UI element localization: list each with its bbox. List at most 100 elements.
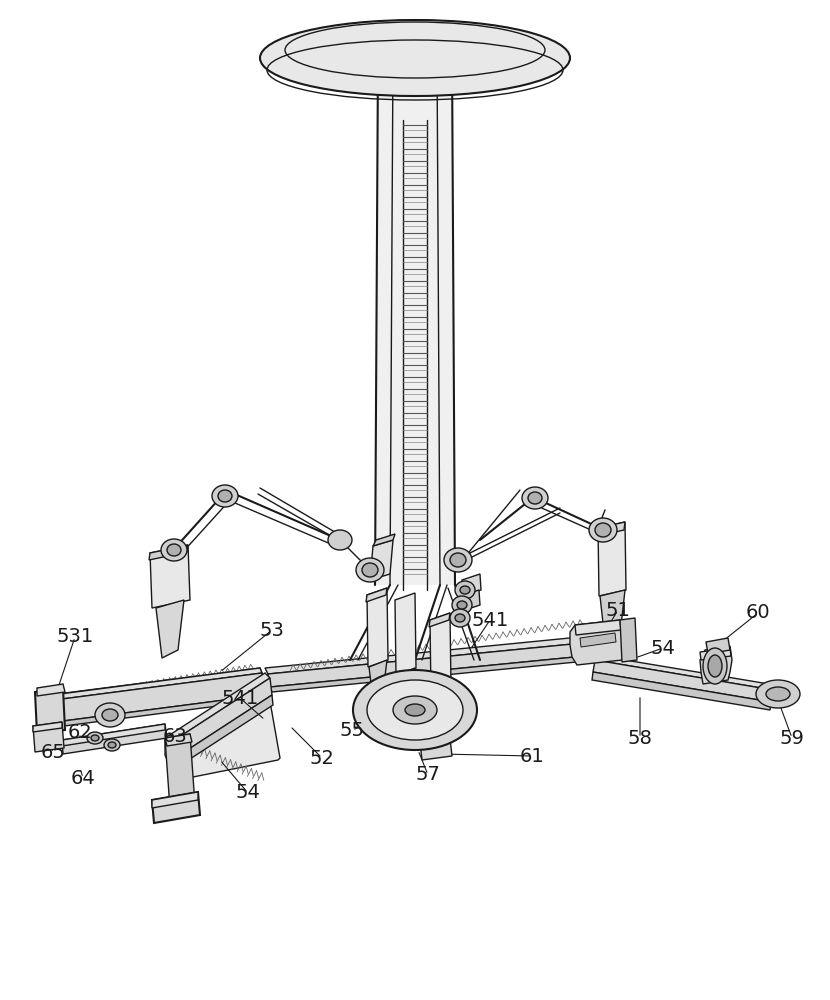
Polygon shape bbox=[58, 668, 265, 721]
Polygon shape bbox=[592, 672, 771, 710]
Polygon shape bbox=[400, 706, 430, 716]
Polygon shape bbox=[149, 545, 188, 560]
Polygon shape bbox=[165, 734, 192, 746]
Polygon shape bbox=[37, 684, 65, 696]
Polygon shape bbox=[165, 673, 280, 780]
Polygon shape bbox=[620, 618, 637, 662]
Polygon shape bbox=[461, 590, 480, 611]
Polygon shape bbox=[165, 734, 195, 809]
Ellipse shape bbox=[595, 523, 611, 537]
Text: 52: 52 bbox=[310, 748, 334, 768]
Polygon shape bbox=[370, 540, 393, 580]
Ellipse shape bbox=[212, 485, 238, 507]
Polygon shape bbox=[373, 534, 395, 546]
Polygon shape bbox=[165, 673, 270, 743]
Text: 55: 55 bbox=[339, 720, 364, 740]
Polygon shape bbox=[575, 620, 621, 635]
Polygon shape bbox=[580, 633, 616, 647]
Polygon shape bbox=[595, 655, 775, 690]
Text: 541: 541 bbox=[222, 688, 259, 708]
Polygon shape bbox=[462, 574, 481, 596]
Ellipse shape bbox=[362, 563, 378, 577]
Text: 531: 531 bbox=[56, 628, 94, 647]
Ellipse shape bbox=[104, 739, 120, 751]
Polygon shape bbox=[570, 620, 628, 665]
Polygon shape bbox=[62, 724, 165, 746]
Polygon shape bbox=[62, 724, 167, 754]
Polygon shape bbox=[432, 688, 450, 737]
Ellipse shape bbox=[353, 670, 477, 750]
Text: 58: 58 bbox=[627, 728, 652, 748]
Ellipse shape bbox=[328, 530, 352, 550]
Ellipse shape bbox=[87, 732, 103, 744]
Ellipse shape bbox=[457, 601, 467, 609]
Polygon shape bbox=[593, 660, 773, 702]
Polygon shape bbox=[63, 695, 264, 726]
Ellipse shape bbox=[460, 586, 470, 594]
Polygon shape bbox=[33, 722, 62, 732]
Text: 54: 54 bbox=[236, 784, 261, 802]
Polygon shape bbox=[366, 588, 387, 602]
Ellipse shape bbox=[356, 558, 384, 582]
Ellipse shape bbox=[756, 680, 800, 708]
Ellipse shape bbox=[708, 655, 722, 677]
Polygon shape bbox=[597, 522, 625, 536]
Ellipse shape bbox=[161, 539, 187, 561]
Polygon shape bbox=[35, 688, 65, 734]
Polygon shape bbox=[367, 588, 388, 667]
Text: 60: 60 bbox=[745, 603, 770, 622]
Polygon shape bbox=[429, 613, 450, 627]
Ellipse shape bbox=[167, 544, 181, 556]
Polygon shape bbox=[172, 695, 273, 770]
Ellipse shape bbox=[766, 687, 790, 701]
Ellipse shape bbox=[450, 553, 466, 567]
Ellipse shape bbox=[444, 548, 472, 572]
Polygon shape bbox=[150, 545, 190, 608]
Polygon shape bbox=[397, 668, 415, 717]
Text: 57: 57 bbox=[416, 766, 441, 784]
Ellipse shape bbox=[452, 596, 472, 614]
Text: 62: 62 bbox=[67, 724, 92, 742]
Text: 54: 54 bbox=[651, 639, 676, 658]
Polygon shape bbox=[268, 642, 595, 687]
Ellipse shape bbox=[218, 490, 232, 502]
Polygon shape bbox=[400, 706, 432, 744]
Polygon shape bbox=[706, 638, 730, 654]
Ellipse shape bbox=[108, 742, 116, 748]
Text: 64: 64 bbox=[71, 768, 95, 788]
Ellipse shape bbox=[95, 703, 125, 727]
Ellipse shape bbox=[91, 735, 99, 741]
Ellipse shape bbox=[528, 492, 542, 504]
Text: 61: 61 bbox=[520, 746, 544, 766]
Polygon shape bbox=[700, 646, 732, 684]
Polygon shape bbox=[700, 648, 731, 660]
Polygon shape bbox=[395, 593, 416, 675]
Ellipse shape bbox=[260, 20, 570, 96]
Polygon shape bbox=[369, 660, 387, 707]
Ellipse shape bbox=[405, 704, 425, 716]
Text: 53: 53 bbox=[260, 620, 285, 640]
Polygon shape bbox=[62, 673, 263, 721]
Text: 63: 63 bbox=[163, 726, 188, 746]
Ellipse shape bbox=[522, 487, 548, 509]
Polygon shape bbox=[152, 792, 200, 823]
Polygon shape bbox=[420, 738, 452, 760]
Text: 51: 51 bbox=[606, 600, 631, 619]
Polygon shape bbox=[170, 678, 272, 760]
Polygon shape bbox=[430, 613, 451, 695]
Ellipse shape bbox=[450, 609, 470, 627]
Ellipse shape bbox=[589, 518, 617, 542]
Ellipse shape bbox=[703, 648, 727, 684]
Text: 59: 59 bbox=[779, 728, 804, 748]
Ellipse shape bbox=[455, 614, 465, 622]
Ellipse shape bbox=[367, 680, 463, 740]
Ellipse shape bbox=[455, 581, 475, 599]
Polygon shape bbox=[375, 55, 455, 585]
Polygon shape bbox=[60, 668, 262, 699]
Polygon shape bbox=[33, 722, 64, 752]
Polygon shape bbox=[156, 600, 184, 658]
Polygon shape bbox=[152, 792, 198, 808]
Ellipse shape bbox=[393, 696, 437, 724]
Polygon shape bbox=[270, 655, 597, 692]
Ellipse shape bbox=[102, 709, 118, 721]
